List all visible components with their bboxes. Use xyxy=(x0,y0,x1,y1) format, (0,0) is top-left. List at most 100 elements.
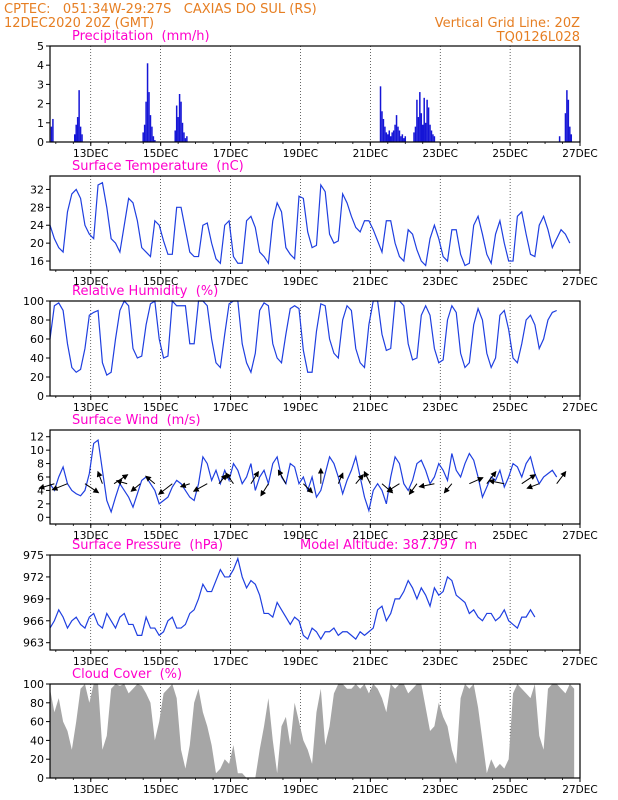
wind-arrow xyxy=(381,483,394,494)
humidity-ytick-label: 0 xyxy=(37,390,44,403)
pressure-frame xyxy=(49,554,581,651)
humidity-ytick-label: 80 xyxy=(30,314,44,327)
temperature-xtick-label: 25DEC xyxy=(492,276,527,288)
wind-arrow xyxy=(225,472,234,485)
pressure-xtick-label: 17DEC xyxy=(213,656,248,668)
panel-precipitation: Precipitation (mm/h) 0 1 2 3 4 5 13DEC 15DEC 17DE… xyxy=(37,29,598,160)
humidity-ytick-label: 20 xyxy=(30,371,44,384)
precip-bar xyxy=(433,136,436,142)
precipitation-xtick-label: 19DEC xyxy=(283,148,318,160)
wind-ytick-label: 6 xyxy=(37,471,44,484)
wind-arrow xyxy=(250,470,259,484)
precip-bar xyxy=(397,126,399,142)
cloud-xtick-label: 15DEC xyxy=(143,784,178,796)
wind-arrow xyxy=(556,470,567,485)
wind-arrow xyxy=(158,483,173,495)
wind-arrow xyxy=(386,483,400,492)
precip-bar xyxy=(423,97,425,142)
temperature-xtick-label: 27DEC xyxy=(562,276,597,288)
wind-xtick-label: 21DEC xyxy=(353,530,388,542)
temperature-ytick-label: 32 xyxy=(30,183,44,196)
cloud-xtick-label: 21DEC xyxy=(353,784,388,796)
wind-ytick-label: 4 xyxy=(37,484,44,497)
precip-bar xyxy=(391,132,393,142)
wind-xtick-label: 15DEC xyxy=(143,530,178,542)
wind-arrow xyxy=(115,479,128,485)
precip-bar xyxy=(403,138,405,142)
precip-bar xyxy=(382,118,385,142)
cloud-area xyxy=(50,684,575,778)
wind-arrow xyxy=(84,483,100,494)
precipitation-xtick-label: 17DEC xyxy=(213,148,248,160)
precip-bar xyxy=(181,122,184,142)
wind-arrow xyxy=(443,483,453,494)
humidity-xtick-label: 27DEC xyxy=(562,402,597,414)
humidity-xtick-label: 17DEC xyxy=(213,402,248,414)
precip-bar xyxy=(432,134,434,142)
panel-pressure: Surface Pressure (hPa) Model Altitude: 38… xyxy=(23,538,598,668)
pressure-xtick-label: 19DEC xyxy=(283,656,318,668)
humidity-ytick-label: 40 xyxy=(30,352,44,365)
wind-xtick-label: 27DEC xyxy=(562,530,597,542)
temperature-ytick-label: 16 xyxy=(30,255,44,268)
precip-bar xyxy=(427,107,430,142)
cloud-ytick-label: 80 xyxy=(30,697,44,710)
wind-arrow xyxy=(96,470,103,484)
precip-bar xyxy=(566,90,568,142)
cloud-title: Cloud Cover (%) xyxy=(72,667,182,682)
precip-bar xyxy=(424,122,427,142)
precip-bar xyxy=(385,132,388,142)
precipitation-xtick-label: 27DEC xyxy=(562,148,597,160)
wind-arrow xyxy=(355,473,364,485)
precip-bar xyxy=(413,132,415,142)
temperature-frame xyxy=(49,175,581,271)
wind-arrow xyxy=(277,469,287,484)
temperature-ytick-label: 24 xyxy=(30,219,44,232)
humidity-frame xyxy=(49,300,581,397)
humidity-xtick-label: 13DEC xyxy=(73,402,108,414)
precip-bar xyxy=(401,134,404,142)
precip-bar xyxy=(75,124,77,142)
humidity-line xyxy=(49,299,557,377)
wind-ytick-label: 12 xyxy=(30,431,44,444)
precip-bar xyxy=(76,117,79,142)
wind-arrow xyxy=(179,482,190,488)
precip-bar xyxy=(420,113,423,142)
humidity-ytick-label: 60 xyxy=(30,333,44,346)
panel-cloud: Cloud Cover (%) 0 20 40 60 80 100 13DEC 15DEC 17D… xyxy=(23,667,598,796)
precip-bar xyxy=(558,136,561,142)
precip-bar xyxy=(384,126,386,142)
precip-bar xyxy=(392,130,395,142)
precip-bar xyxy=(148,92,150,142)
cloud-xtick-label: 23DEC xyxy=(423,784,458,796)
pressure-xtick-label: 21DEC xyxy=(353,656,388,668)
humidity-xtick-label: 15DEC xyxy=(143,402,178,414)
precip-bar xyxy=(570,134,573,142)
cloud-frame xyxy=(49,683,581,779)
pressure-ytick-label: 969 xyxy=(23,593,44,606)
precip-bar xyxy=(174,130,176,142)
precip-bar xyxy=(151,126,153,142)
precip-bar xyxy=(419,92,421,142)
pressure-ytick-label: 972 xyxy=(23,571,44,584)
temperature-ytick-label: 20 xyxy=(30,237,44,250)
precip-bar xyxy=(183,132,185,142)
header-product-code: TQ0126L028 xyxy=(496,30,580,45)
precip-bar xyxy=(143,124,146,142)
header-grid-note: Vertical Grid Line: 20Z xyxy=(435,16,580,31)
humidity-xtick-label: 19DEC xyxy=(283,402,318,414)
precipitation-ytick-label: 1 xyxy=(37,117,44,130)
wind-title: Surface Wind (m/s) xyxy=(72,413,201,428)
precip-bar xyxy=(81,134,83,142)
precip-bar xyxy=(569,126,571,142)
pressure-ytick-label: 963 xyxy=(23,637,44,650)
precipitation-ytick-label: 4 xyxy=(37,59,44,72)
wind-arrow xyxy=(488,478,505,485)
temperature-xtick-label: 19DEC xyxy=(283,276,318,288)
wind-xtick-label: 17DEC xyxy=(213,530,248,542)
panel-temperature: Surface Temperature (nC) 16 20 24 28 32 13DEC 1… xyxy=(30,159,598,288)
precipitation-ytick-label: 5 xyxy=(37,40,44,53)
precip-bar xyxy=(149,115,152,142)
